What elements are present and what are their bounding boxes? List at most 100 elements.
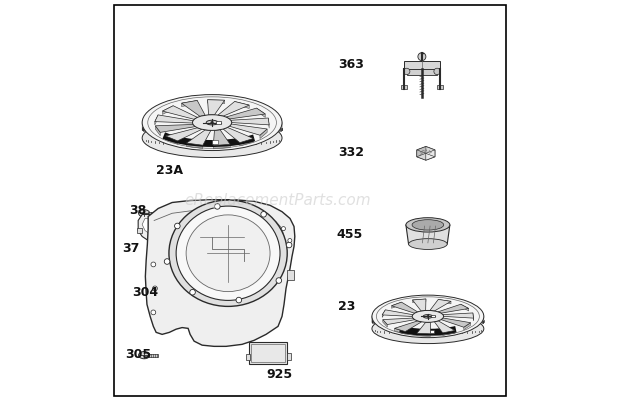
Circle shape [175,223,180,229]
Polygon shape [430,300,451,311]
Polygon shape [382,310,413,316]
Text: 23: 23 [338,300,355,313]
Ellipse shape [186,215,270,292]
Polygon shape [155,115,158,125]
Bar [437,85,443,89]
Polygon shape [156,124,195,132]
Text: 455: 455 [336,228,362,241]
Polygon shape [426,150,435,157]
Bar [251,344,285,363]
Polygon shape [182,100,205,116]
Polygon shape [187,143,203,148]
Ellipse shape [169,200,287,306]
Polygon shape [464,323,471,330]
Bar [404,61,440,69]
Polygon shape [483,313,484,322]
Polygon shape [142,219,169,236]
Ellipse shape [372,295,484,338]
Polygon shape [281,118,282,130]
Polygon shape [208,100,224,103]
Circle shape [190,290,195,295]
Polygon shape [260,129,267,139]
Ellipse shape [412,310,443,322]
Polygon shape [392,302,418,313]
Bar [148,354,158,357]
Circle shape [261,211,267,217]
Polygon shape [138,215,174,241]
Text: 37: 37 [122,242,140,255]
Polygon shape [372,313,373,322]
Ellipse shape [406,218,450,232]
Circle shape [211,121,213,124]
Ellipse shape [206,120,218,125]
Polygon shape [438,300,451,304]
Polygon shape [162,106,173,114]
Ellipse shape [412,220,444,230]
Polygon shape [382,310,386,318]
Polygon shape [473,313,474,321]
Circle shape [427,315,429,318]
Bar [216,122,221,124]
Ellipse shape [193,115,232,130]
Polygon shape [268,118,269,128]
Polygon shape [394,328,405,334]
Polygon shape [162,106,197,119]
Bar [430,330,435,332]
Polygon shape [461,304,469,311]
Polygon shape [412,299,426,311]
Polygon shape [155,115,193,123]
Ellipse shape [138,210,150,217]
Circle shape [286,242,292,248]
Polygon shape [441,318,471,327]
Polygon shape [383,320,388,327]
Polygon shape [166,136,177,144]
Polygon shape [426,147,435,153]
Circle shape [215,204,220,209]
Text: 363: 363 [338,58,364,71]
Polygon shape [226,108,265,119]
Polygon shape [218,101,249,116]
Circle shape [420,147,432,159]
Polygon shape [417,153,426,160]
Circle shape [276,278,281,284]
Polygon shape [443,330,455,336]
Text: eReplacementParts.com: eReplacementParts.com [185,193,371,208]
Polygon shape [208,100,224,115]
Circle shape [434,68,440,75]
Polygon shape [231,118,269,125]
Text: 305: 305 [125,348,151,361]
Bar [287,270,294,280]
Text: 23A: 23A [156,164,183,177]
Polygon shape [417,333,430,336]
Bar [148,212,158,215]
Polygon shape [240,138,254,146]
Text: 38: 38 [130,204,146,217]
Circle shape [288,239,292,243]
Text: 332: 332 [338,146,364,159]
Polygon shape [142,118,144,130]
Bar [246,354,250,360]
Bar [166,211,170,217]
Polygon shape [223,128,254,143]
Circle shape [164,259,170,264]
Circle shape [281,227,285,231]
Polygon shape [417,322,430,334]
Ellipse shape [423,315,433,318]
Bar [287,353,291,360]
Polygon shape [229,124,267,135]
Ellipse shape [409,239,447,249]
Bar [407,69,437,75]
Polygon shape [417,147,426,153]
Polygon shape [145,200,295,346]
Polygon shape [257,108,265,117]
Ellipse shape [138,352,150,359]
Polygon shape [392,302,402,308]
Polygon shape [426,153,435,160]
Circle shape [151,310,156,315]
Bar [431,316,435,317]
Bar [137,229,142,233]
Polygon shape [443,313,474,318]
Circle shape [404,68,410,75]
Polygon shape [417,147,435,160]
Polygon shape [187,130,211,145]
